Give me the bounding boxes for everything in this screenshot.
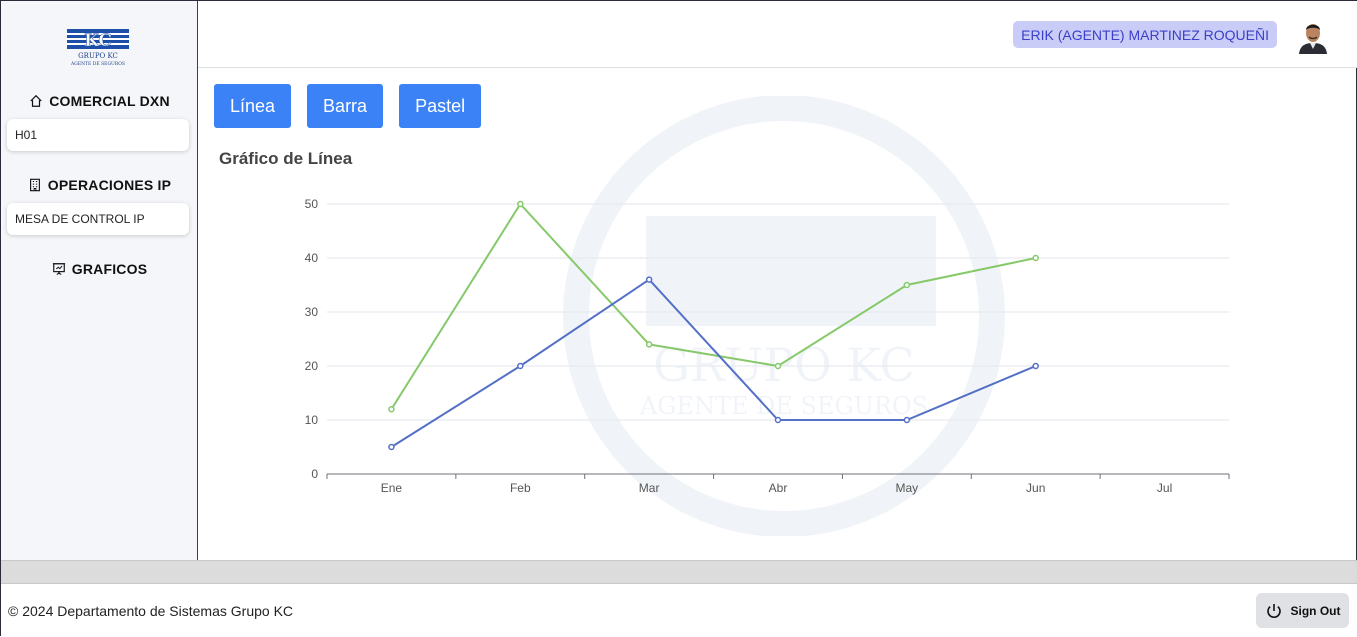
svg-text:AGENTE DE SEGUROS: AGENTE DE SEGUROS	[70, 61, 125, 67]
data-point	[903, 281, 911, 289]
x-tick-label: Ene	[381, 481, 403, 495]
svg-text:GRUPO KC: GRUPO KC	[653, 338, 915, 392]
data-point	[517, 362, 524, 370]
x-tick-label: Mar	[639, 481, 660, 495]
chart-heading: Gráfico de Línea	[219, 149, 353, 168]
x-tick-label: Abr	[769, 481, 788, 495]
chart-type-tabs: Línea Barra Pastel	[214, 84, 482, 128]
tab-barra[interactable]: Barra	[307, 84, 384, 128]
data-point	[774, 416, 782, 424]
data-point	[1032, 254, 1039, 262]
svg-text:GRUPO KC: GRUPO KC	[78, 52, 118, 60]
footer: © 2024 Departamento de Sistemas Grupo KC…	[1, 583, 1357, 637]
power-icon	[1266, 603, 1281, 618]
data-point	[903, 416, 911, 424]
x-tick-label: Jun	[1026, 481, 1045, 495]
data-point	[645, 341, 653, 348]
nav-section-operaciones[interactable]: OPERACIONES IP	[1, 177, 198, 193]
x-tick-label: Jul	[1157, 481, 1172, 495]
building-icon	[29, 178, 40, 192]
data-point	[774, 362, 782, 370]
presentation-icon	[52, 263, 65, 276]
company-logo: KC GRUPO KC AGENTE DE SEGUROS	[67, 29, 129, 67]
sign-out-label: Sign Out	[1290, 603, 1341, 618]
x-tick-label: Feb	[510, 481, 531, 495]
svg-text:AGENTE DE SEGUROS: AGENTE DE SEGUROS	[639, 392, 928, 420]
series-line	[390, 202, 1036, 410]
nav-section-comercial[interactable]: COMERCIAL DXN	[1, 93, 198, 109]
nav-section-label: COMERCIAL DXN	[49, 93, 170, 109]
data-point	[388, 443, 395, 451]
nav-section-label: GRAFICOS	[71, 261, 148, 277]
nav-item-label: H01	[15, 128, 38, 142]
top-bar: ERIK (AGENTE) MARTINEZ ROQUEÑI	[198, 1, 1357, 68]
sign-out-button[interactable]: Sign Out	[1256, 593, 1349, 628]
footer-separator	[1, 560, 1357, 583]
nav-section-label: OPERACIONES IP	[47, 177, 172, 193]
y-tick-label: 50	[305, 197, 319, 211]
nav-item-h01[interactable]: H01	[7, 119, 189, 151]
user-name-badge[interactable]: ERIK (AGENTE) MARTINEZ ROQUEÑI	[1013, 21, 1277, 48]
nav-item-mesa-control-ip[interactable]: MESA DE CONTROL IP	[7, 203, 189, 235]
avatar[interactable]	[1297, 18, 1329, 54]
copyright-text: © 2024 Departamento de Sistemas Grupo KC	[8, 603, 294, 619]
sidebar: KC GRUPO KC AGENTE DE SEGUROS COMERCIAL …	[1, 1, 198, 560]
watermark-logo: GRUPO KC AGENTE DE SEGUROS	[563, 96, 1005, 536]
y-tick-label: 10	[305, 413, 319, 427]
nav-item-label: MESA DE CONTROL IP	[15, 212, 145, 226]
data-point	[517, 200, 524, 208]
data-point	[645, 276, 653, 283]
tab-pastel[interactable]: Pastel	[399, 84, 482, 128]
y-tick-label: 30	[305, 305, 319, 319]
y-tick-label: 20	[305, 359, 319, 373]
y-tick-label: 40	[305, 251, 319, 265]
y-tick-label: 0	[311, 467, 318, 481]
home-icon	[30, 94, 42, 107]
tab-linea[interactable]: Línea	[214, 84, 292, 128]
x-tick-label: May	[896, 481, 919, 495]
line-chart: 0 10 20 30 40 50 Ene Feb Mar Abr May Jun Jul	[305, 197, 1230, 495]
nav-section-graficos[interactable]: GRAFICOS	[1, 261, 198, 277]
series-line	[390, 278, 1037, 448]
svg-text:KC: KC	[84, 31, 112, 51]
data-point	[1032, 362, 1039, 370]
data-point	[388, 405, 395, 413]
